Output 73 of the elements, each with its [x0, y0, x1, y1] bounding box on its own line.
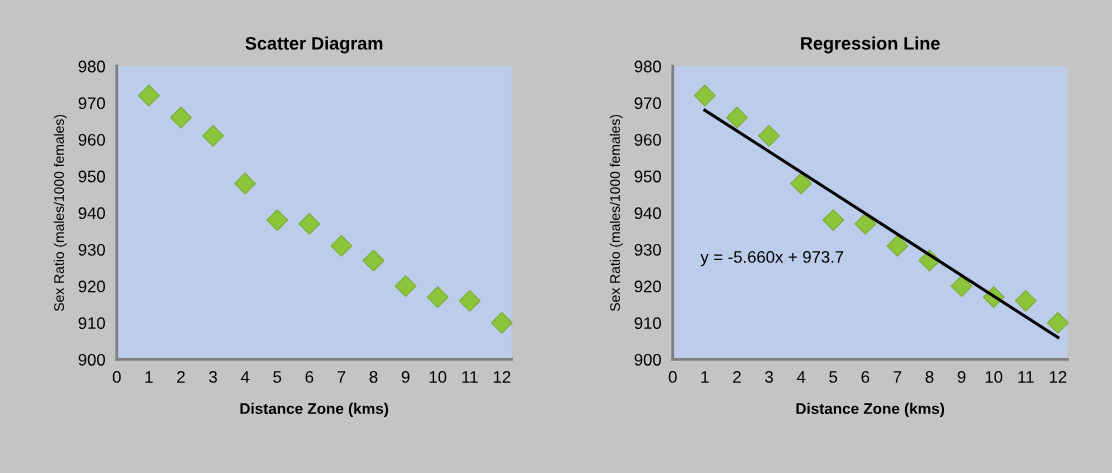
point — [137, 84, 160, 107]
x-tick-label: 4 — [796, 371, 806, 383]
point — [726, 106, 748, 129]
y-tick-label: 930 — [78, 243, 105, 256]
y-tick-label: 910 — [634, 317, 661, 330]
y-tick-label: 950 — [78, 170, 105, 183]
y-tick-label: 980 — [78, 60, 105, 73]
point — [266, 209, 289, 232]
y-tick-label: 940 — [634, 207, 661, 220]
point — [330, 234, 353, 257]
y-tick-label: 930 — [634, 243, 661, 256]
y-tick-label: 900 — [78, 353, 105, 366]
x-tick-label: 2 — [733, 371, 741, 383]
x-tick-label: 10 — [429, 371, 447, 383]
x-axis-title: Distance Zone (kms) — [240, 402, 389, 418]
point — [362, 249, 385, 272]
x-tick-label: 12 — [493, 371, 511, 383]
point — [234, 172, 256, 195]
x-tick-label: 9 — [401, 371, 410, 383]
y-tick-label: 920 — [634, 280, 661, 293]
x-tick-label: 12 — [1049, 371, 1067, 383]
point — [491, 311, 513, 334]
x-tick-label: 11 — [462, 371, 478, 383]
x-tick-label: 3 — [765, 371, 773, 383]
x-tick-label: 10 — [985, 371, 1003, 383]
x-tick-label: 0 — [668, 371, 677, 383]
y-tick-label: 940 — [78, 207, 105, 220]
x-tick-label: 7 — [337, 371, 346, 383]
point — [790, 172, 812, 195]
point — [758, 125, 780, 147]
y-tick-label: 900 — [634, 353, 661, 366]
x-tick-label: 6 — [861, 371, 870, 383]
x-tick-label: 8 — [925, 371, 934, 383]
chart-title: Scatter Diagram — [245, 36, 383, 54]
y-tick-label: 910 — [78, 317, 105, 330]
point — [693, 84, 716, 107]
point — [394, 275, 417, 298]
x-axis-title: Distance Zone (kms) — [796, 402, 945, 418]
x-tick-label: 4 — [240, 371, 250, 383]
y-tick-label: 980 — [634, 60, 661, 73]
x-tick-label: 5 — [829, 371, 838, 383]
y-tick-label: 970 — [634, 97, 661, 110]
x-tick-label: 9 — [957, 371, 966, 383]
y-tick-label: 920 — [78, 280, 105, 293]
chart-title: Regression Line — [801, 36, 940, 54]
x-tick-label: 8 — [369, 371, 378, 383]
point — [298, 212, 321, 235]
point — [854, 212, 877, 235]
point — [426, 286, 449, 309]
point — [202, 125, 224, 147]
x-tick-label: 7 — [893, 371, 902, 383]
x-tick-label: 6 — [305, 371, 314, 383]
point — [822, 209, 845, 232]
y-tick-label: 960 — [78, 133, 105, 146]
y-tick-label: 950 — [634, 170, 661, 183]
x-tick-label: 1 — [145, 371, 153, 383]
y-axis-title: Sex Ratio (males/1000 females) — [53, 114, 67, 312]
x-tick-label: 11 — [1018, 371, 1034, 383]
x-tick-label: 2 — [177, 371, 185, 383]
point — [886, 234, 909, 257]
x-tick-label: 5 — [273, 371, 282, 383]
point — [1014, 289, 1037, 312]
y-tick-label: 970 — [78, 97, 105, 110]
x-tick-label: 0 — [112, 371, 121, 383]
annotation: y = -5.660x + 973.7 — [700, 251, 844, 267]
x-tick-label: 3 — [209, 371, 217, 383]
point — [1047, 311, 1069, 334]
y-tick-label: 960 — [634, 133, 661, 146]
x-tick-label: 1 — [701, 371, 709, 383]
y-axis-title: Sex Ratio (males/1000 females) — [609, 114, 623, 312]
point — [170, 106, 192, 129]
point — [458, 289, 481, 312]
point — [950, 275, 973, 298]
